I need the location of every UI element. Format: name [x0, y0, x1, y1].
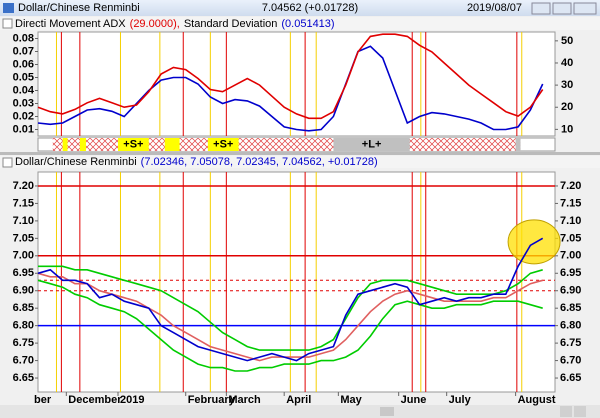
y-tick-label: 7.05	[13, 232, 34, 244]
adx-name: Directi Movement ADX	[15, 18, 126, 30]
y-tick-label: 7.00	[13, 250, 34, 262]
y-tick-label-right: 7.00	[560, 250, 581, 262]
price-header	[0, 156, 600, 168]
y-tick-label: 6.80	[13, 320, 34, 332]
scroll-left[interactable]	[560, 406, 572, 417]
y-tick-label: 0.02	[13, 110, 34, 122]
y-tick-label: 0.07	[13, 45, 34, 57]
window-title: Dollar/Chinese Renminbi	[18, 2, 140, 14]
x-tick-label: August	[518, 394, 556, 406]
y-tick-label: 6.65	[13, 372, 34, 384]
strip-segment	[207, 138, 239, 151]
y-tick-label: 0.01	[13, 123, 34, 135]
y2-tick-label: 20	[561, 101, 573, 113]
series-line	[37, 45, 544, 132]
window-quote: 7.04562 (+0.01728)	[262, 2, 358, 14]
y-tick-label-right: 6.70	[560, 354, 581, 366]
y-tick-label-right: 6.65	[560, 372, 581, 384]
y-tick-label-right: 6.75	[560, 337, 581, 349]
maximize-button[interactable]	[552, 2, 572, 15]
panel-icon	[2, 18, 13, 29]
close-button[interactable]	[573, 2, 597, 15]
strip-segment	[79, 138, 87, 151]
y-tick-label: 7.10	[13, 215, 34, 227]
adx-value: (29.0000),	[130, 18, 180, 30]
app-icon	[3, 3, 14, 13]
strip-label: +L+	[362, 138, 382, 150]
y-tick-label-right: 7.15	[560, 197, 581, 209]
strip-segment	[164, 138, 180, 151]
y-tick-label: 0.03	[13, 97, 34, 109]
y2-tick-label: 50	[561, 35, 573, 47]
strip-segment	[515, 138, 521, 151]
y-tick-label: 6.75	[13, 337, 34, 349]
window-date: 2019/08/07	[467, 2, 522, 14]
series-line	[37, 279, 543, 372]
y2-tick-label: 10	[561, 123, 573, 135]
panel-separator	[0, 152, 600, 155]
x-tick-label: ber	[34, 394, 52, 406]
plot-area	[37, 31, 556, 137]
minimize-button[interactable]	[531, 2, 551, 15]
y-tick-label: 6.70	[13, 354, 34, 366]
series-line	[37, 237, 544, 362]
y-tick-label: 6.90	[13, 285, 34, 297]
x-tick-label: May	[340, 394, 362, 406]
scrollbar[interactable]	[0, 405, 600, 418]
panel-icon	[2, 157, 13, 168]
y-tick-label: 0.06	[13, 58, 34, 70]
plot-area	[37, 171, 556, 393]
stddev-name: Standard Deviation	[184, 18, 278, 30]
x-tick-label: March	[228, 394, 261, 406]
y-tick-label-right: 7.20	[560, 180, 581, 192]
y-tick-label-right: 6.80	[560, 320, 581, 332]
x-tick-label: December	[68, 394, 122, 406]
y-tick-label-right: 6.85	[560, 302, 581, 314]
stddev-value: (0.051413)	[281, 18, 334, 30]
series-line	[38, 265, 543, 351]
x-tick-label: 2019	[120, 394, 144, 406]
y-tick-label: 0.08	[13, 32, 34, 44]
indicator-title: Directi Movement ADX (29.0000), Standard D…	[15, 18, 335, 30]
title-bar	[0, 0, 600, 16]
series-line	[37, 33, 544, 120]
strip-label: +S+	[123, 138, 143, 150]
x-tick-label: July	[449, 394, 472, 406]
y-tick-label: 0.05	[13, 71, 34, 83]
strip-segment	[333, 138, 410, 151]
indicator-header	[0, 17, 600, 30]
y-tick-label: 7.15	[13, 197, 34, 209]
x-tick-label: June	[401, 394, 427, 406]
y-tick-label: 6.85	[13, 302, 34, 314]
strip-label: +S+	[213, 138, 233, 150]
y-tick-label: 0.04	[13, 84, 35, 96]
price-name: Dollar/Chinese Renminbi	[15, 156, 137, 168]
scroll-thumb[interactable]	[380, 407, 394, 416]
price-values: (7.02346, 7.05078, 7.02345, 7.04562, +0.…	[141, 156, 378, 168]
strip-segment	[62, 138, 68, 151]
highlight-circle	[507, 219, 561, 265]
y2-tick-label: 30	[561, 79, 573, 91]
y-tick-label-right: 6.90	[560, 285, 581, 297]
x-tick-label: February	[188, 394, 236, 406]
scroll-right[interactable]	[574, 406, 586, 417]
price-title: Dollar/Chinese Renminbi (7.02346, 7.05078…	[15, 156, 378, 168]
y-tick-label: 7.20	[13, 180, 34, 192]
x-tick-label: April	[286, 394, 311, 406]
y-tick-label: 6.95	[13, 267, 34, 279]
y2-tick-label: 40	[561, 57, 573, 69]
y-tick-label-right: 6.95	[560, 267, 581, 279]
y-tick-label-right: 7.10	[560, 215, 581, 227]
y-tick-label-right: 7.05	[560, 232, 581, 244]
strip-segment	[118, 138, 149, 151]
